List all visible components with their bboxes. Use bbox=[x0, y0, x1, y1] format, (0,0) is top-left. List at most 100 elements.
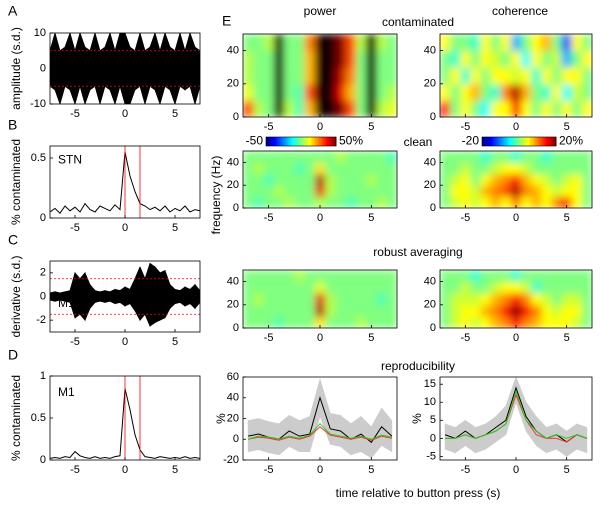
heatmap-cell bbox=[253, 173, 265, 186]
heatmap-cell bbox=[253, 34, 265, 52]
heatmap-cell bbox=[325, 293, 336, 306]
heatmap-cell bbox=[335, 185, 347, 198]
x-tick-label: 0 bbox=[122, 222, 128, 234]
heatmap-cell bbox=[480, 50, 492, 68]
heatmap-cell bbox=[376, 162, 388, 175]
x-tick-label: 5 bbox=[564, 464, 570, 476]
heatmap-cell bbox=[314, 270, 326, 283]
heatmap-cell bbox=[440, 196, 451, 208]
heatmap bbox=[440, 34, 592, 117]
heatmap-cell bbox=[345, 185, 357, 198]
x-tick-label: -5 bbox=[70, 108, 80, 120]
colorbar-step bbox=[496, 137, 499, 146]
heatmap-cell bbox=[470, 151, 482, 163]
envelope-segment bbox=[169, 283, 176, 310]
colorbar-step bbox=[329, 137, 331, 146]
colorbar-step bbox=[528, 137, 531, 146]
heatmap-cell bbox=[366, 151, 377, 163]
heatmap-cell bbox=[581, 281, 592, 294]
colorbar-tick-label: 20% bbox=[559, 134, 583, 148]
heatmap-cell bbox=[440, 281, 451, 294]
heatmap-cell bbox=[551, 151, 563, 163]
envelope-segment bbox=[114, 288, 121, 305]
colorbar-step bbox=[517, 137, 520, 146]
y-axis-label: % contaminated bbox=[9, 375, 23, 461]
colorbar-step bbox=[303, 137, 305, 146]
heatmap-cell bbox=[314, 293, 326, 306]
colorbar-step bbox=[315, 137, 317, 146]
heatmap-cell bbox=[253, 270, 265, 283]
heatmap-cell bbox=[243, 316, 254, 328]
y-tick-label: 2 bbox=[40, 267, 46, 279]
heatmap-cell bbox=[480, 304, 492, 317]
heatmap-cell bbox=[531, 293, 542, 306]
colorbar-step bbox=[285, 137, 288, 146]
heatmap-cell bbox=[480, 67, 492, 85]
heatmap-cell bbox=[273, 293, 285, 306]
y-tick-label: 20 bbox=[424, 299, 436, 311]
heatmap-cell bbox=[480, 270, 492, 283]
heatmap-cell bbox=[551, 50, 563, 68]
colorbar-step bbox=[330, 137, 332, 146]
heatmap-cell bbox=[561, 162, 573, 175]
heatmap-cell bbox=[243, 67, 254, 85]
heatmap-cell bbox=[450, 281, 461, 294]
heatmap-cell bbox=[450, 270, 461, 283]
plot-area bbox=[243, 34, 397, 117]
y-tick-label: 40 bbox=[227, 156, 239, 168]
x-tick-label: 5 bbox=[368, 121, 374, 133]
heatmap-cell bbox=[551, 185, 563, 198]
envelope-segment bbox=[119, 33, 126, 104]
heatmap-cell bbox=[376, 293, 388, 306]
colorbar-step bbox=[309, 137, 311, 146]
heatmap-cell bbox=[450, 185, 461, 198]
colorbar-step bbox=[488, 137, 490, 146]
colorbar-step bbox=[302, 137, 304, 146]
heatmap-cell bbox=[253, 304, 265, 317]
heatmap-cell bbox=[263, 196, 275, 208]
heatmap-cell bbox=[294, 100, 306, 117]
envelope-segment bbox=[119, 286, 126, 307]
heatmap-cell bbox=[490, 196, 502, 208]
heatmap-cell bbox=[551, 162, 563, 175]
heatmap-cell bbox=[335, 50, 347, 68]
heatmap-cell bbox=[304, 67, 316, 85]
heatmap-cell bbox=[510, 185, 522, 198]
colorbar-step bbox=[490, 137, 493, 146]
envelope-segment bbox=[169, 46, 176, 104]
annotation: STN bbox=[58, 153, 82, 167]
heatmap-cell bbox=[480, 185, 492, 198]
heatmap-cell bbox=[531, 185, 542, 198]
colorbar-step bbox=[542, 137, 545, 146]
colorbar-tick-label: -20 bbox=[462, 134, 480, 148]
x-tick-label: 0 bbox=[122, 108, 128, 120]
x-tick-label: 0 bbox=[513, 212, 519, 224]
colorbar-step bbox=[320, 137, 323, 146]
heatmap-cell bbox=[541, 100, 552, 117]
y-axis-label: frequency (Hz) bbox=[209, 156, 223, 235]
envelope-segment bbox=[74, 271, 81, 319]
colorbar-step bbox=[507, 137, 510, 146]
envelope-segment bbox=[189, 33, 196, 104]
heatmap-cell bbox=[284, 67, 295, 85]
heatmap-cell bbox=[263, 100, 275, 117]
confidence-band bbox=[475, 423, 486, 454]
colorbar-step bbox=[491, 137, 494, 146]
colorbar-step bbox=[544, 137, 547, 146]
heatmap-cell bbox=[345, 162, 357, 175]
colorbar-step bbox=[280, 137, 282, 146]
heatmap-cell bbox=[263, 316, 275, 328]
y-tick-label: 10 bbox=[34, 27, 46, 39]
plot-area bbox=[243, 151, 397, 208]
colorbar-step bbox=[551, 137, 553, 146]
heatmap-cell bbox=[284, 151, 295, 163]
heatmap-cell bbox=[284, 293, 295, 306]
envelope-segment bbox=[174, 288, 181, 305]
heatmap-cell bbox=[345, 293, 357, 306]
colorbar-step bbox=[521, 137, 524, 146]
heatmap-cell bbox=[480, 162, 492, 175]
heatmap-cell bbox=[510, 83, 522, 101]
heatmap-cell bbox=[314, 196, 326, 208]
heatmap-cell bbox=[531, 100, 542, 117]
heatmap-cell bbox=[284, 50, 295, 68]
